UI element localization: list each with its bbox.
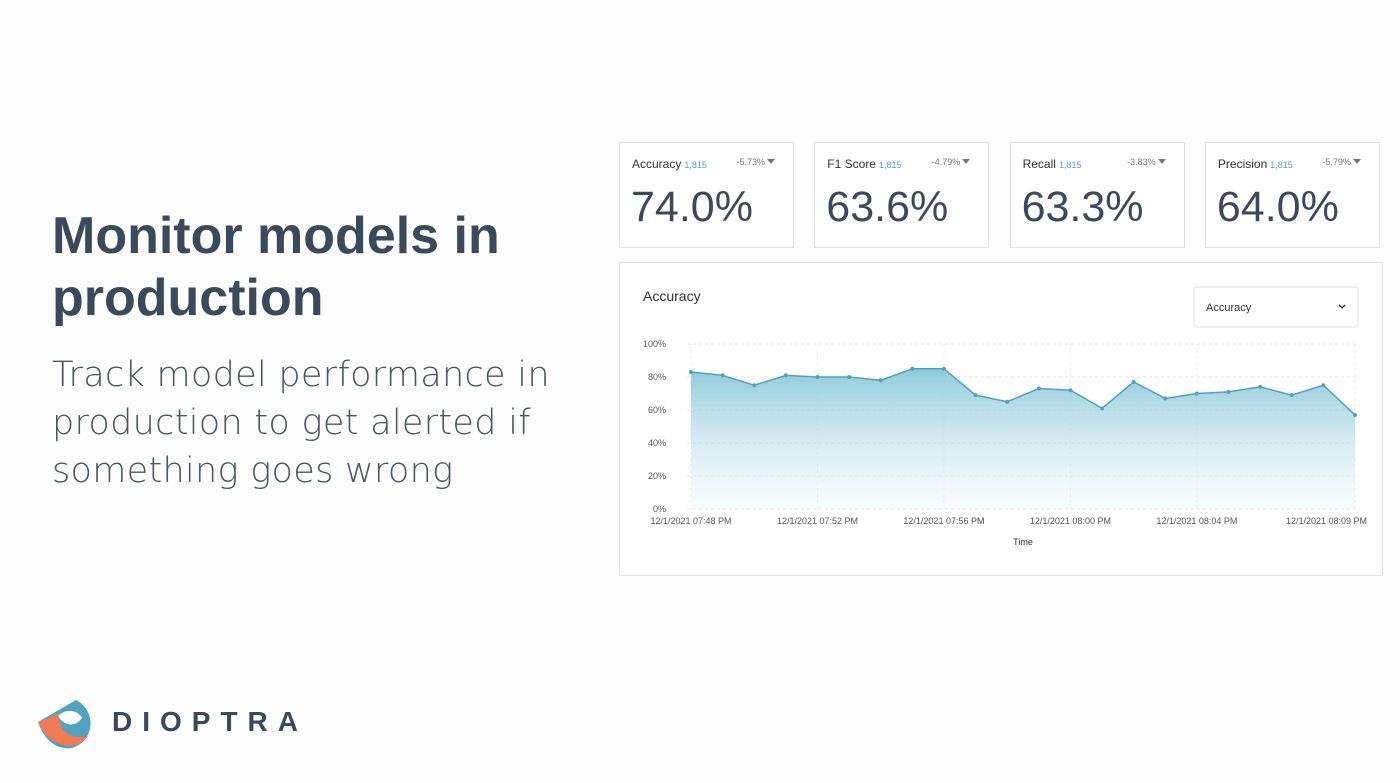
metric-value: 64.0% bbox=[1216, 183, 1339, 231]
metric-count: 1,815 bbox=[1058, 160, 1082, 170]
x-tick-label: 12/1/2021 07:56 PM bbox=[903, 516, 984, 526]
y-tick-label: 60% bbox=[648, 405, 666, 415]
x-tick-label: 12/1/2021 08:04 PM bbox=[1156, 516, 1237, 526]
point bbox=[1289, 393, 1294, 398]
subheadline: production to get alerted if bbox=[52, 403, 531, 443]
metric-name: Accuracy 1,815 bbox=[632, 157, 707, 171]
point bbox=[752, 383, 757, 388]
metric-count: 1,815 bbox=[684, 160, 707, 170]
metric-delta: -5.79% bbox=[1322, 157, 1361, 168]
y-tick-label: 100% bbox=[643, 339, 666, 349]
x-axis-label: Time bbox=[1013, 537, 1033, 547]
x-tick-label: 12/1/2021 07:52 PM bbox=[777, 516, 858, 526]
headline: Monitor models in bbox=[52, 207, 500, 265]
point bbox=[1194, 391, 1199, 396]
metric-card: Recall 1,815 -3.83% 63.3% bbox=[1009, 142, 1185, 248]
point bbox=[720, 373, 725, 378]
dropdown-chevron bbox=[1338, 304, 1346, 309]
dropdown-label: Accuracy bbox=[1206, 302, 1252, 314]
point bbox=[1100, 406, 1105, 411]
metric-value: 74.0% bbox=[631, 183, 753, 231]
point bbox=[941, 366, 946, 371]
metric-label: Accuracy bbox=[632, 157, 682, 171]
x-tick-label: 12/1/2021 08:09 PM bbox=[1286, 516, 1367, 526]
metric-dropdown[interactable] bbox=[1193, 286, 1359, 328]
metric-count: 1,815 bbox=[1270, 160, 1293, 170]
metric-card: Precision 1,815 -5.79% 64.0% bbox=[1204, 142, 1380, 248]
metric-label: F1 Score bbox=[827, 157, 876, 171]
point bbox=[847, 375, 852, 379]
metric-value: 63.6% bbox=[826, 183, 949, 231]
point bbox=[815, 375, 820, 379]
metric-count: 1,815 bbox=[878, 160, 902, 170]
x-tick-label: 12/1/2021 08:00 PM bbox=[1030, 516, 1111, 526]
metric-label: Recall bbox=[1022, 157, 1056, 171]
point bbox=[1163, 396, 1168, 401]
chart-panel: Accuracy Accuracy Time 0% 20% 40% 60% 80% 100… bbox=[619, 262, 1383, 576]
metric-delta: -5.73% bbox=[736, 157, 775, 168]
y-tick-label: 20% bbox=[648, 471, 666, 481]
point bbox=[1131, 379, 1136, 384]
point bbox=[1068, 388, 1073, 393]
logo-mark bbox=[38, 700, 91, 749]
x-tick-label: 12/1/2021 07:48 PM bbox=[650, 516, 731, 526]
y-tick-label: 0% bbox=[653, 504, 666, 514]
point bbox=[783, 373, 788, 378]
metric-card: Accuracy 1,815 -5.73% 74.0% bbox=[619, 142, 794, 248]
y-tick-label: 40% bbox=[648, 438, 666, 448]
headline: production bbox=[52, 269, 324, 327]
point bbox=[973, 393, 978, 398]
metric-card: F1 Score 1,815 -4.79% 63.6% bbox=[814, 142, 990, 248]
point bbox=[878, 378, 883, 383]
metric-name: Precision 1,815 bbox=[1218, 157, 1293, 171]
chart: Accuracy Accuracy Time 0% 20% 40% 60% 80% 100… bbox=[643, 286, 1367, 547]
point bbox=[1036, 386, 1041, 391]
subheadline: Track model performance in bbox=[52, 355, 550, 395]
metric-delta: -3.83% bbox=[1127, 157, 1166, 168]
point bbox=[689, 370, 693, 375]
line bbox=[690, 368, 1356, 416]
subheadline: something goes wrong bbox=[52, 451, 454, 491]
point bbox=[1353, 412, 1357, 417]
y-tick-label: 80% bbox=[648, 372, 666, 382]
area-fill bbox=[691, 368, 1355, 509]
metric-delta: -4.79% bbox=[932, 157, 971, 168]
point bbox=[1258, 384, 1263, 389]
metric-label: Precision bbox=[1217, 157, 1268, 171]
point bbox=[1005, 399, 1010, 404]
metric-name: Recall 1,815 bbox=[1023, 157, 1082, 171]
brand-name: DIOPTRA bbox=[112, 706, 308, 737]
point bbox=[1226, 389, 1231, 394]
chart-title: Accuracy bbox=[643, 288, 701, 304]
point bbox=[1321, 383, 1326, 388]
metric-value: 63.3% bbox=[1021, 183, 1144, 231]
point bbox=[910, 366, 915, 371]
metric-name: F1 Score 1,815 bbox=[827, 157, 901, 171]
